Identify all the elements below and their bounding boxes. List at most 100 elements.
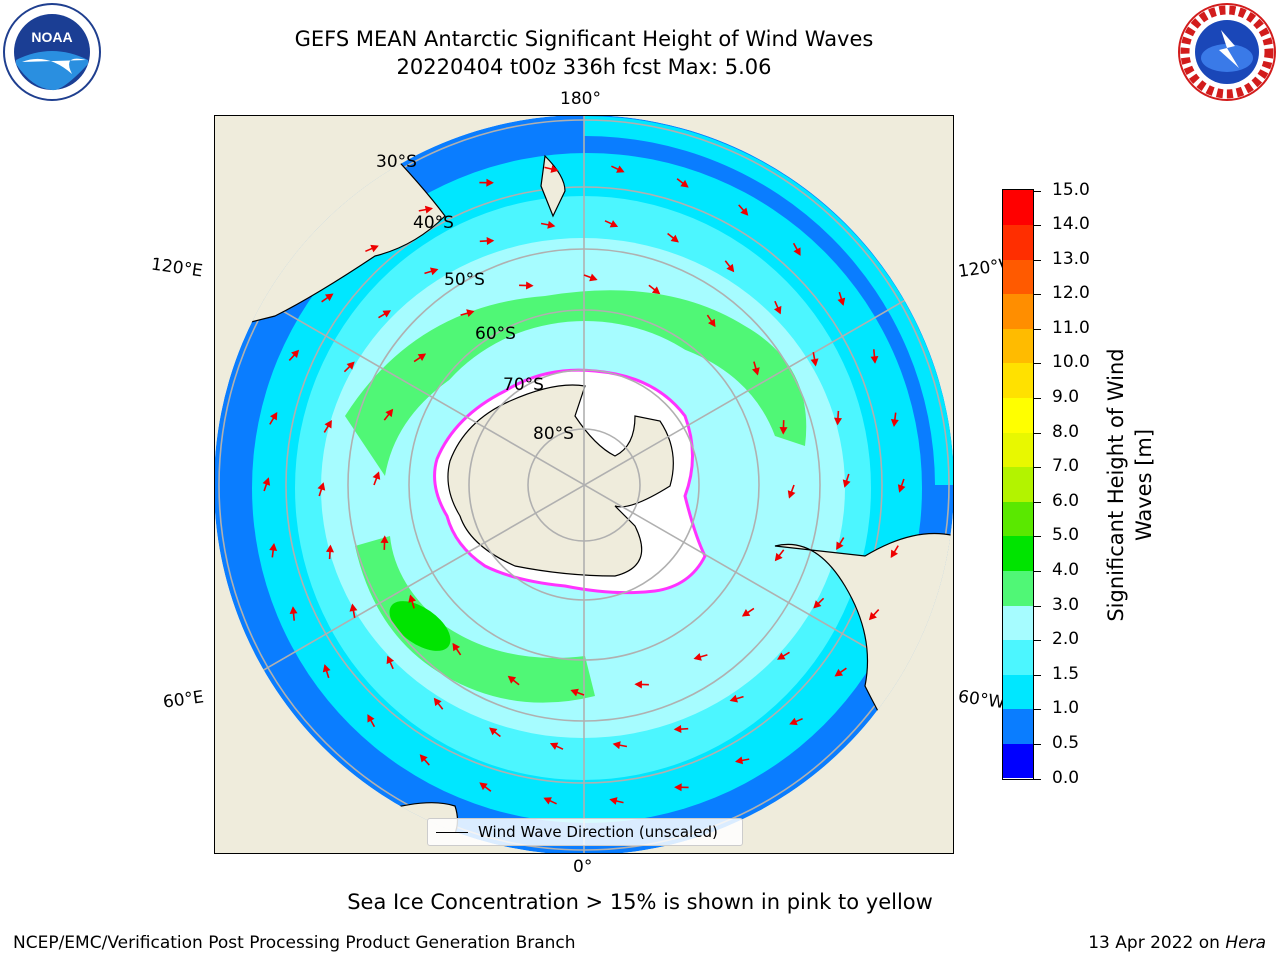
colorbar-tick-label: 13.0 (1052, 248, 1090, 269)
wave-arrow-head (550, 165, 559, 173)
machine-name: Hera (1225, 933, 1266, 953)
wave-arrow-head (609, 797, 618, 805)
wave-arrow-head (430, 267, 439, 276)
colorbar-segment (1003, 605, 1033, 641)
colorbar-tick-label: 14.0 (1052, 214, 1090, 235)
lat-label-70s: 70°S (503, 375, 544, 395)
lat-label-40s: 40°S (413, 213, 454, 233)
colorbar-segment (1003, 743, 1033, 779)
wave-arrow-head (349, 603, 358, 612)
colorbar-segment (1003, 501, 1033, 537)
wave-arrow-head (673, 725, 682, 733)
colorbar-segment (1003, 708, 1033, 744)
wave-arrow-head (789, 717, 798, 726)
lat-label-60s: 60°S (475, 324, 516, 344)
antarctica-land (447, 384, 674, 577)
wave-arrow-head (774, 305, 782, 315)
wave-arrow-head (346, 361, 355, 370)
colorbar-tick (1034, 605, 1041, 607)
wave-arrow-head (543, 797, 552, 805)
colorbar-tick-label: 2.0 (1052, 629, 1080, 650)
map-panel (214, 115, 954, 854)
wave-arrow-head (270, 412, 278, 421)
wave-arrow-head (466, 309, 475, 317)
wave-arrow-head (382, 310, 391, 318)
svg-text:NOAA: NOAA (31, 29, 72, 45)
chart-title: GEFS MEAN Antarctic Significant Height o… (294, 27, 874, 51)
wave-arrow-head (526, 281, 534, 290)
colorbar-segment (1003, 224, 1033, 260)
wave-arrow-head (837, 297, 846, 306)
wave-arrow-head (634, 680, 642, 689)
colorbar-segment (1003, 674, 1033, 710)
wave-arrow-head (317, 482, 326, 491)
wave-arrow-head (834, 668, 843, 677)
wave-arrow-head (836, 541, 844, 550)
wave-arrow-head (616, 165, 625, 173)
wave-arrow-head (419, 754, 428, 763)
sea-ice-note: Sea Ice Concentration > 15% is shown in … (347, 890, 933, 914)
colorbar-tick (1034, 467, 1041, 469)
wave-arrow-head (289, 606, 298, 614)
lat-label-80s: 80°S (533, 424, 574, 444)
colorbar-tick-label: 3.0 (1052, 594, 1080, 615)
colorbar-segment (1003, 570, 1033, 606)
lat-label-50s: 50°S (444, 270, 485, 290)
colorbar-segment (1003, 259, 1033, 295)
wave-arrow-head (507, 675, 517, 684)
wave-arrow-head (890, 419, 899, 427)
wave-arrow-head (609, 220, 619, 228)
wave-arrow-head (269, 543, 278, 551)
wave-arrow-head (386, 655, 394, 665)
colorbar-tick-label: 10.0 (1052, 352, 1090, 373)
colorbar-tick (1034, 743, 1041, 745)
wave-arrow-head (777, 652, 786, 660)
wave-arrow-head (740, 207, 749, 216)
colorbar-tick (1034, 328, 1041, 330)
lon-label-bottom: 0° (573, 857, 593, 877)
date-line: 13 Apr 2022 on Hera (1088, 933, 1266, 953)
colorbar-title-line1: Significant Height of Wind (1104, 348, 1128, 622)
credit-line: NCEP/EMC/Verification Post Processing Pr… (13, 933, 576, 953)
lon-label-lower-left: 60°E (161, 687, 206, 713)
colorbar-tick-label: 5.0 (1052, 525, 1080, 546)
colorbar-segment (1003, 535, 1033, 571)
wave-arrow-head (787, 490, 796, 499)
wave-arrow-head (489, 727, 498, 736)
colorbar-segment (1003, 362, 1033, 399)
wave-arrow-head (326, 544, 334, 553)
wave-arrow-head (897, 484, 906, 493)
colorbar-segment (1003, 328, 1033, 364)
colorbar-tick (1034, 225, 1041, 227)
wave-arrow-head (735, 756, 744, 765)
colorbar-tick (1034, 363, 1041, 365)
lon-label-top: 180° (560, 89, 601, 109)
wave-arrow-head (708, 318, 716, 328)
wave-arrow-head (367, 714, 375, 723)
colorbar-tick-label: 1.5 (1052, 663, 1080, 684)
wave-arrow-head (324, 420, 332, 429)
map-canvas (215, 116, 953, 853)
colorbar (1002, 189, 1034, 780)
colorbar-tick (1034, 259, 1041, 261)
chart-subtitle: 20220404 t00z 336h fcst Max: 5.06 (396, 55, 772, 79)
lon-label-lower-right: 60°W (956, 686, 1007, 714)
lat-label-30s: 30°S (376, 152, 417, 172)
colorbar-tick-label: 7.0 (1052, 456, 1080, 477)
lon-label-upper-left: 120°E (149, 254, 204, 282)
wave-arrow-head (870, 356, 879, 364)
wave-arrow-head (262, 477, 271, 486)
colorbar-segment (1003, 190, 1033, 226)
colorbar-tick (1034, 190, 1041, 192)
wave-arrow-head (433, 697, 442, 707)
colorbar-tick-label: 12.0 (1052, 283, 1090, 304)
colorbar-segment (1003, 397, 1033, 433)
colorbar-tick-label: 15.0 (1052, 179, 1090, 200)
wave-arrow-head (680, 179, 689, 188)
colorbar-tick (1034, 674, 1041, 676)
colorbar-tick (1034, 501, 1041, 503)
wave-arrow-head (370, 244, 379, 253)
wave-arrow-head (741, 609, 751, 617)
wave-arrow-head (651, 286, 661, 295)
noaa-logo-icon: NOAA (3, 3, 101, 101)
